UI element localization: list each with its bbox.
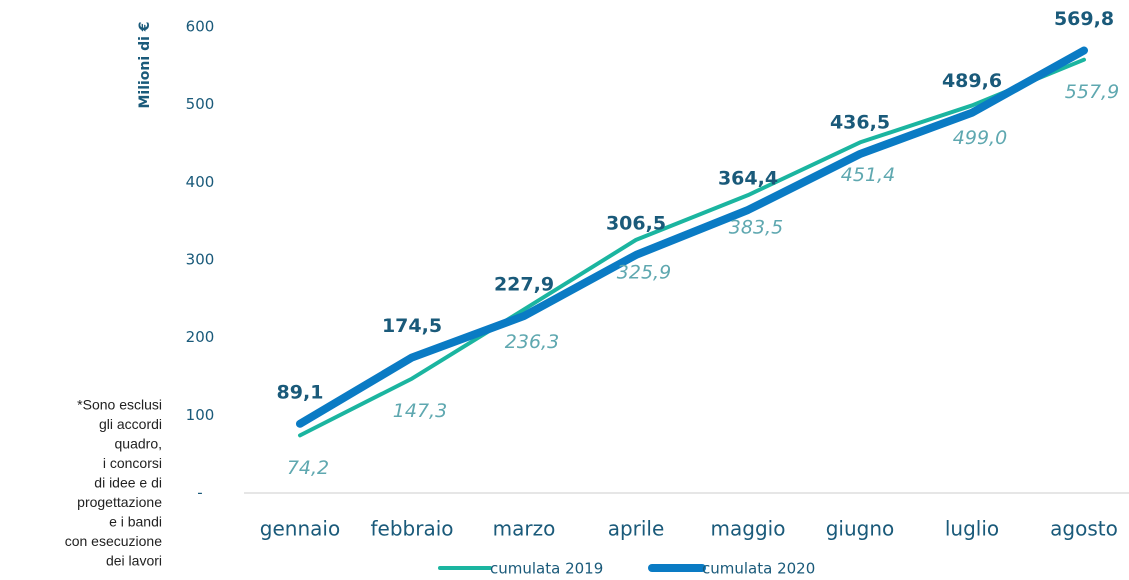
footnote: con esecuzione (65, 533, 163, 549)
data-label: 147,3 (393, 400, 447, 422)
footnote: quadro, (115, 436, 162, 452)
y-tick-label: - (197, 484, 202, 502)
x-tick-label: gennaio (260, 517, 340, 541)
footnote: dei lavori (106, 553, 162, 569)
data-label: 74,2 (287, 457, 329, 479)
y-tick-label: 100 (186, 406, 215, 424)
footnote: di idee e di (94, 475, 162, 491)
data-label: 227,9 (494, 273, 554, 295)
footnote: progettazione (77, 494, 162, 510)
x-tick-label: febbraio (370, 517, 453, 541)
x-tick-label: maggio (711, 517, 786, 541)
data-label: 383,5 (729, 217, 783, 239)
data-label: 236,3 (505, 331, 559, 353)
data-label: 436,5 (830, 111, 890, 133)
x-tick-label: aprile (608, 517, 665, 541)
data-label: 499,0 (953, 127, 1007, 149)
footnote: i concorsi (103, 455, 162, 471)
y-tick-label: 600 (186, 18, 215, 36)
x-tick-label: agosto (1050, 517, 1118, 541)
data-label: 451,4 (841, 164, 895, 186)
y-tick-label: 300 (186, 251, 215, 269)
data-label: 557,9 (1065, 81, 1119, 103)
footnote: e i bandi (109, 514, 162, 530)
y-axis-label: Milioni di € (137, 21, 153, 108)
series-line (296, 46, 1088, 428)
data-label: 364,4 (718, 167, 778, 189)
footnote: *Sono esclusi (77, 397, 162, 413)
data-label: 89,1 (277, 381, 324, 403)
y-tick-label: 400 (186, 173, 215, 191)
data-label: 489,6 (942, 70, 1002, 92)
y-tick-label: 500 (186, 95, 215, 113)
series-line (298, 57, 1086, 438)
x-tick-label: giugno (826, 517, 895, 541)
data-label: 306,5 (606, 212, 666, 234)
x-tick-label: luglio (945, 517, 999, 541)
x-tick-label: marzo (493, 517, 556, 541)
data-label: 569,8 (1054, 8, 1114, 30)
footnote: gli accordi (99, 416, 162, 432)
data-label: 174,5 (382, 315, 442, 337)
legend-label: cumulata 2020 (702, 560, 815, 578)
data-label: 325,9 (617, 261, 671, 283)
y-tick-label: 200 (186, 328, 215, 346)
legend-label: cumulata 2019 (490, 560, 603, 578)
